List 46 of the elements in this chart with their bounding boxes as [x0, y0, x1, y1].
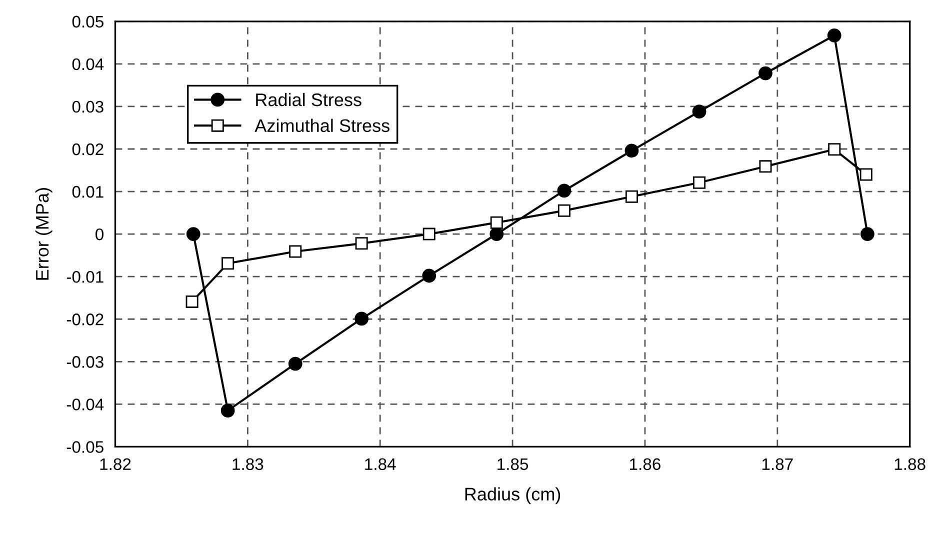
point [625, 190, 638, 203]
legend-label: Azimuthal Stress [254, 118, 390, 132]
point [624, 144, 639, 158]
x-axis-title: Radius (cm) [465, 487, 560, 504]
point [288, 356, 302, 371]
x-tick-label: 1.83 [232, 458, 264, 470]
y-axis-title: Error (MPa) [35, 188, 52, 280]
y-tick-label: -0.05 [66, 441, 104, 453]
point [692, 104, 706, 119]
point [828, 143, 841, 156]
point [693, 176, 706, 189]
point [289, 245, 302, 258]
legend-label: Radial Stress [256, 92, 362, 106]
point [355, 237, 368, 250]
point [827, 28, 842, 42]
point [860, 168, 872, 181]
point [186, 295, 198, 308]
point [490, 216, 503, 229]
y-tick-label: 0.05 [72, 16, 104, 28]
point [758, 66, 772, 80]
point [422, 268, 436, 283]
x-tick-label: 1.84 [365, 458, 396, 470]
point [759, 160, 772, 173]
point [490, 227, 504, 242]
x-tick-label: 1.82 [100, 458, 131, 470]
x-tick-label: 1.88 [894, 458, 926, 470]
y-tick-label: 0 [96, 228, 104, 240]
point [186, 227, 200, 242]
y-tick-label: -0.03 [66, 356, 104, 368]
y-tick-label: 0.01 [72, 186, 104, 198]
point [860, 227, 874, 242]
y-tick-label: -0.04 [66, 398, 104, 410]
x-tick-label: 1.86 [630, 458, 660, 470]
point [422, 228, 436, 240]
x-tick-label: 1.85 [498, 458, 528, 470]
point [557, 184, 572, 198]
point [354, 312, 369, 326]
x-tick-label: 1.87 [762, 458, 793, 470]
y-tick-label: 0.03 [72, 100, 104, 113]
y-tick-label: 0.02 [72, 143, 104, 156]
y-tick-label: -0.01 [66, 270, 104, 283]
point [558, 204, 570, 217]
y-tick-label: -0.02 [66, 314, 104, 326]
point [222, 257, 234, 270]
y-tick-label: 0.04 [72, 58, 104, 70]
point [220, 404, 235, 418]
